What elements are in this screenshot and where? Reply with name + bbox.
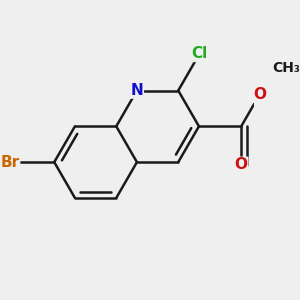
Text: O: O	[253, 87, 266, 102]
Text: O: O	[235, 157, 248, 172]
Text: CH₃: CH₃	[273, 61, 300, 74]
Text: Cl: Cl	[191, 46, 208, 62]
Text: N: N	[130, 83, 143, 98]
Text: Br: Br	[1, 154, 20, 169]
